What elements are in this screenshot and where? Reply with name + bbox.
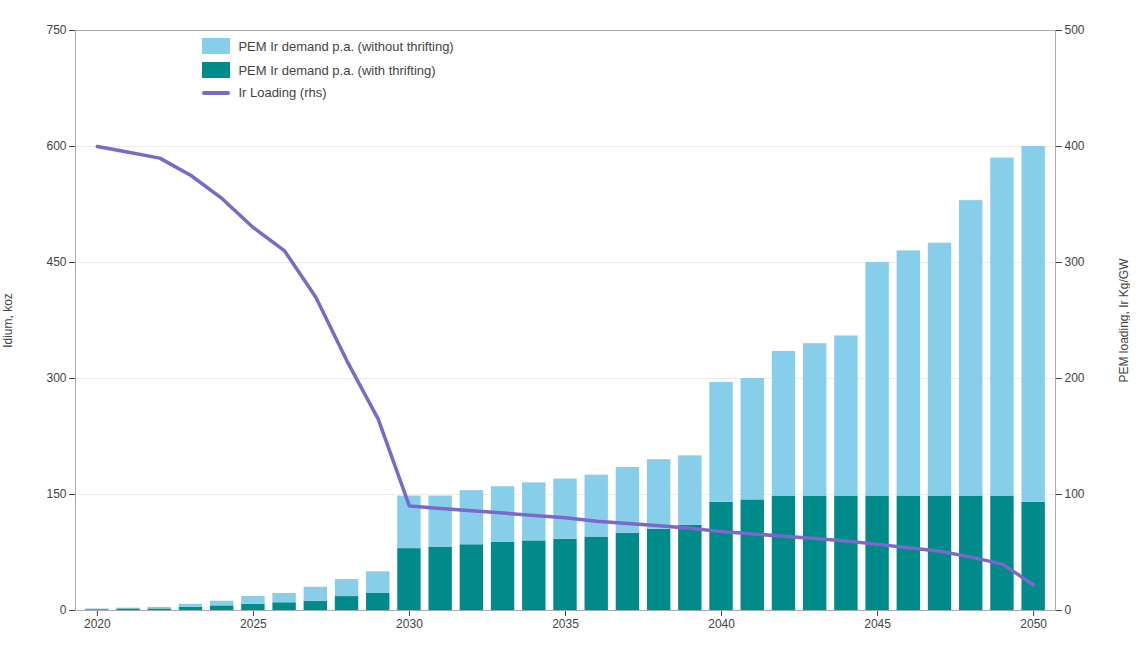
svg-text:2045: 2045 xyxy=(864,617,891,631)
svg-text:400: 400 xyxy=(1065,139,1085,153)
svg-text:2025: 2025 xyxy=(240,617,267,631)
svg-text:0: 0 xyxy=(60,603,67,617)
svg-text:500: 500 xyxy=(1065,23,1085,37)
svg-text:300: 300 xyxy=(1065,255,1085,269)
html-text:PEM Ir demand p.a. (without th: PEM Ir demand p.a. (without thrifting) xyxy=(238,38,454,54)
svg-text:0: 0 xyxy=(1065,603,1072,617)
svg-text:PEM loading, Ir Kg/GW: PEM loading, Ir Kg/GW xyxy=(1117,258,1131,383)
svg-text:200: 200 xyxy=(1065,371,1085,385)
svg-text:750: 750 xyxy=(46,23,66,37)
svg-text:300: 300 xyxy=(46,371,66,385)
html-text:PEM Ir demand p.a. (with thrif: PEM Ir demand p.a. (with thrifting) xyxy=(238,62,436,78)
svg-text:2020: 2020 xyxy=(84,617,111,631)
svg-text:150: 150 xyxy=(46,487,66,501)
svg-text:2050: 2050 xyxy=(1020,617,1047,631)
svg-text:2035: 2035 xyxy=(552,617,579,631)
svg-text:Idium, koz: Idium, koz xyxy=(1,293,15,348)
svg-text:100: 100 xyxy=(1065,487,1085,501)
svg-text:2030: 2030 xyxy=(396,617,423,631)
html-text:Ir Loading (rhs): Ir Loading (rhs) xyxy=(238,85,327,100)
svg-text:600: 600 xyxy=(46,139,66,153)
svg-text:2040: 2040 xyxy=(708,617,735,631)
svg-text:450: 450 xyxy=(46,255,66,269)
